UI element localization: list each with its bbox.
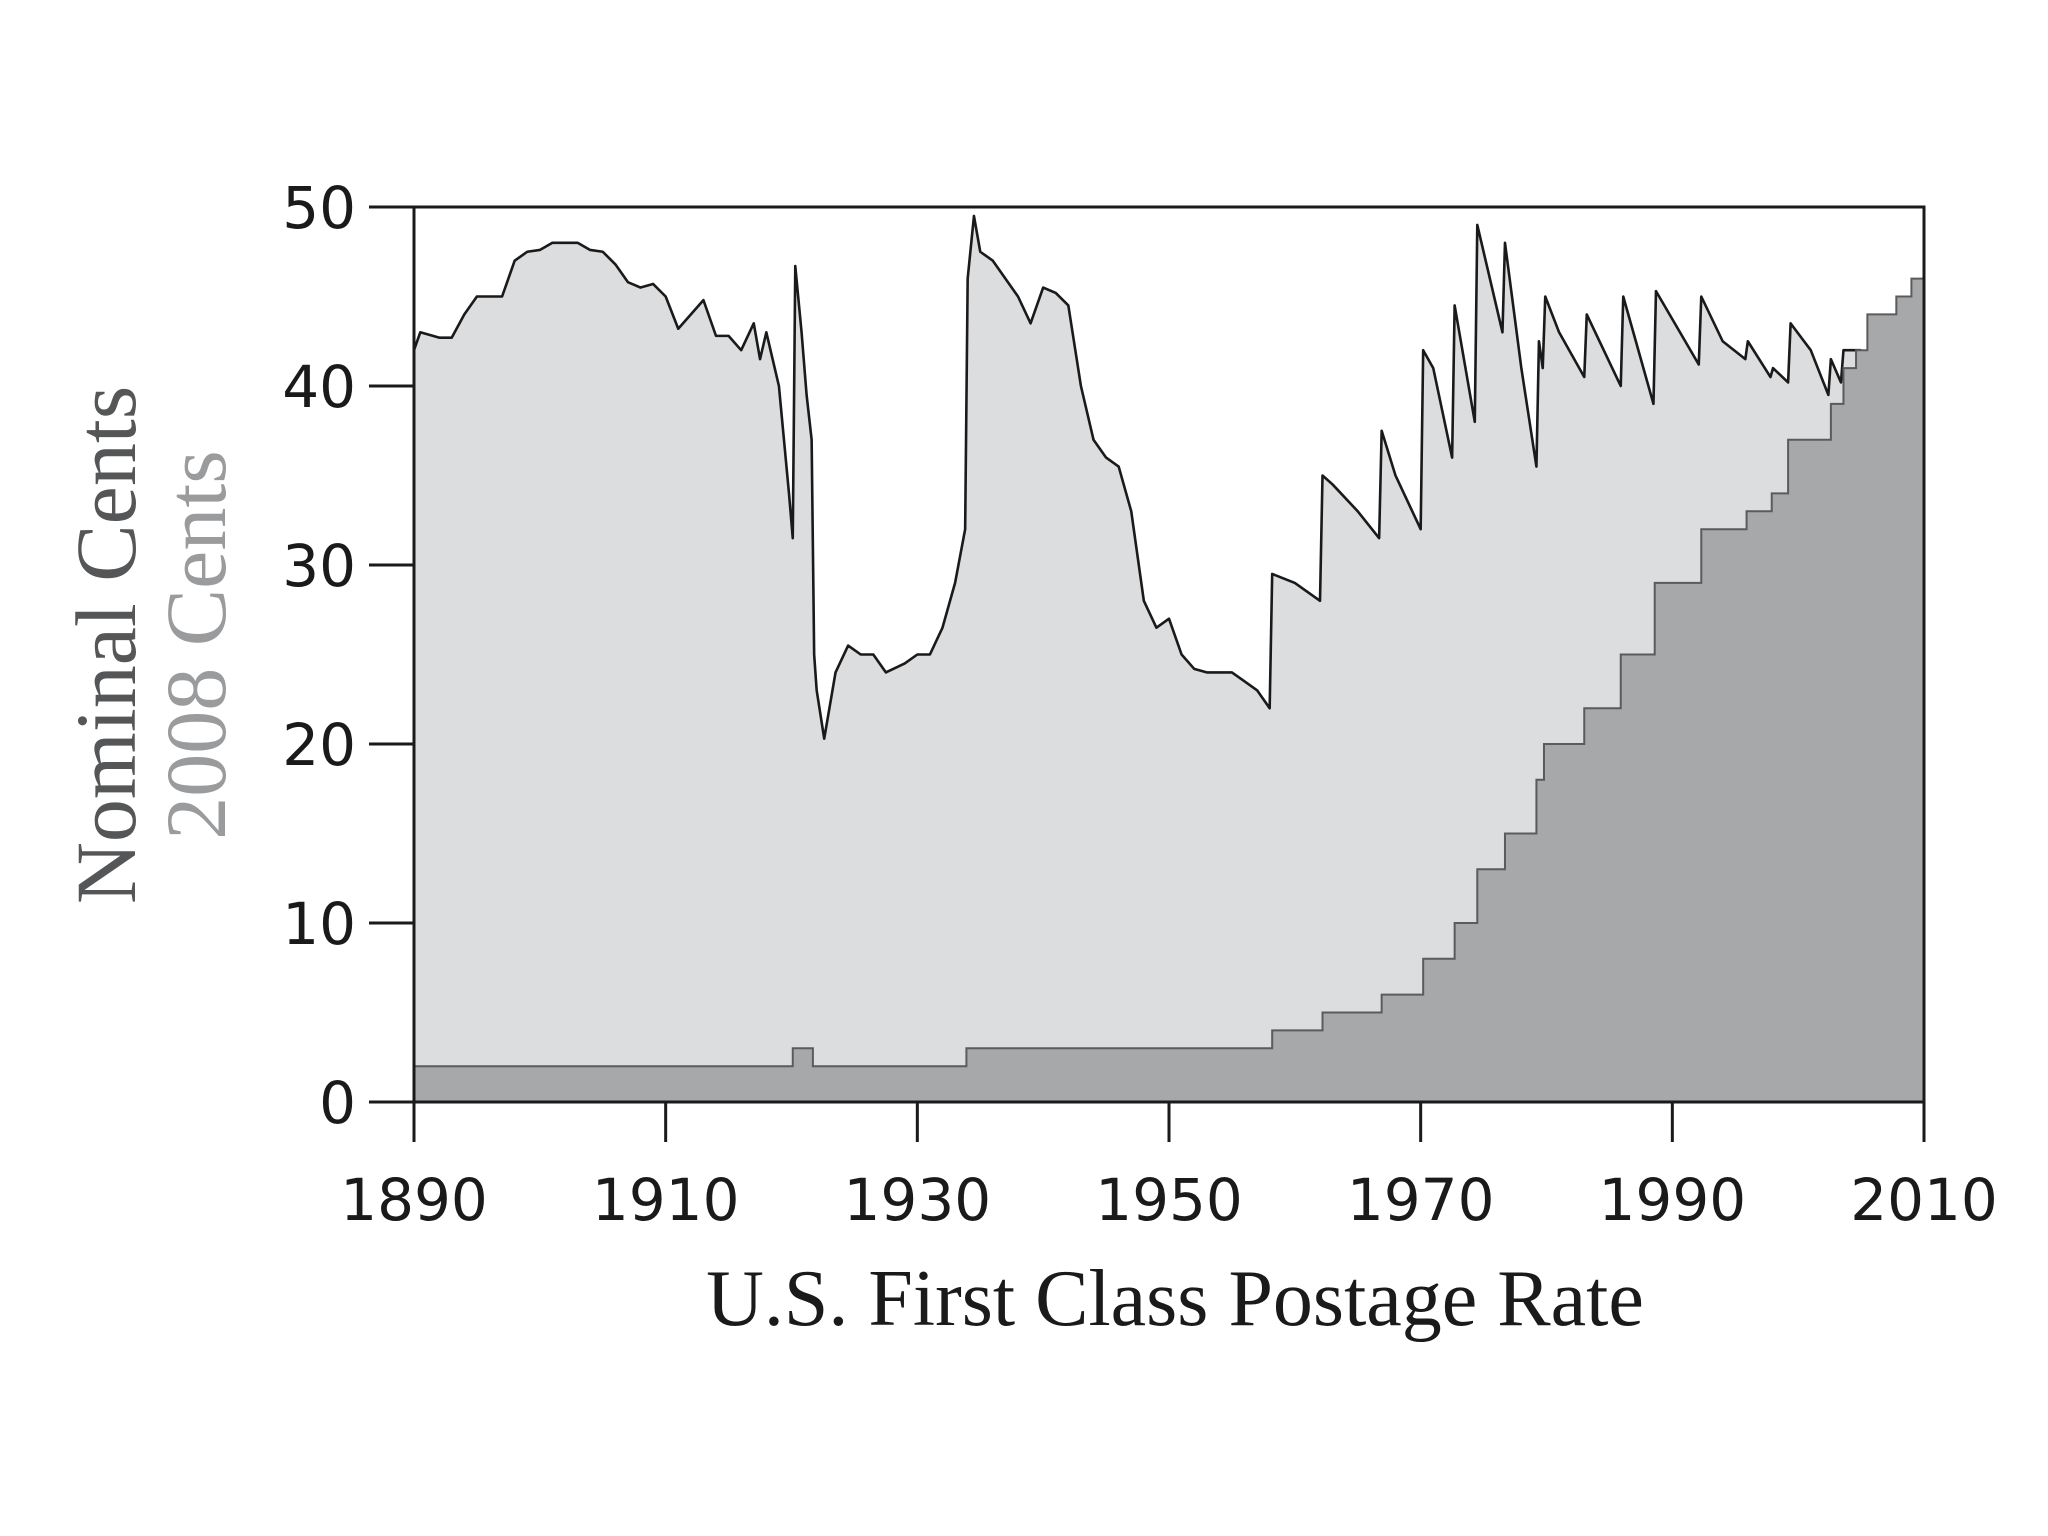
x-tick-label: 1910	[592, 1166, 740, 1234]
step-area	[812, 1066, 967, 1102]
step-area	[1322, 1012, 1383, 1102]
step-area	[1856, 350, 1868, 1102]
chart-title: U.S. First Class Postage Rate	[706, 1255, 1644, 1343]
x-tick-label: 1990	[1599, 1166, 1747, 1234]
step-area	[1830, 403, 1844, 1102]
x-tick-label: 1950	[1095, 1166, 1243, 1234]
plot-frame	[369, 205, 1926, 1142]
step-area	[1771, 493, 1789, 1102]
step-area	[1701, 529, 1748, 1102]
step-area	[1504, 833, 1537, 1102]
y-axis-label-real: 2008 Cents	[148, 450, 244, 839]
x-tick-label: 1930	[844, 1166, 992, 1234]
y-tick-label: 40	[282, 353, 356, 421]
y-tick-label: 20	[282, 711, 356, 779]
step-area	[1620, 654, 1656, 1102]
step-area	[1654, 582, 1702, 1102]
y-tick-label: 10	[282, 890, 356, 958]
step-area	[1896, 296, 1912, 1102]
step-area	[1584, 708, 1622, 1102]
y-tick-label: 30	[282, 532, 356, 600]
x-tick-label: 2010	[1850, 1166, 1998, 1234]
step-area	[1867, 314, 1897, 1102]
step-area	[1911, 278, 1925, 1103]
step-area	[1423, 958, 1456, 1102]
step-area	[1272, 1030, 1324, 1102]
step-area	[1454, 923, 1478, 1102]
x-tick-label: 1890	[340, 1166, 488, 1234]
step-area	[1543, 744, 1585, 1102]
step-area	[1788, 439, 1832, 1102]
step-area	[1843, 368, 1857, 1103]
step-area	[1536, 779, 1545, 1102]
x-tick-label: 1970	[1347, 1166, 1495, 1234]
step-area	[1477, 869, 1506, 1102]
line	[412, 214, 1862, 740]
step-area	[1381, 994, 1424, 1102]
y-axis-label-nominal: Nominal Cents	[58, 386, 154, 904]
y-tick-label: 50	[282, 174, 356, 242]
step-area	[966, 1048, 1273, 1102]
y-tick-label: 0	[319, 1069, 356, 1137]
step-area	[792, 1048, 814, 1102]
step-outline	[414, 277, 1924, 1068]
step-area	[1746, 511, 1773, 1102]
step-area	[414, 1066, 794, 1102]
